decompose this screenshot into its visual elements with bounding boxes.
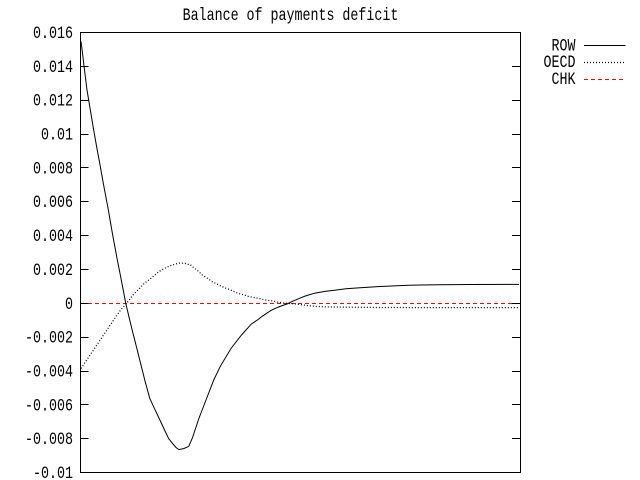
- svg-text:0.008: 0.008: [33, 159, 73, 179]
- svg-text:ROW: ROW: [552, 36, 576, 56]
- svg-text:0.01: 0.01: [41, 125, 73, 145]
- svg-text:0.006: 0.006: [33, 192, 73, 212]
- svg-text:0.002: 0.002: [33, 260, 73, 280]
- svg-text:0: 0: [65, 294, 73, 314]
- svg-text:-0.01: -0.01: [33, 463, 73, 480]
- svg-text:0.016: 0.016: [33, 23, 73, 43]
- svg-text:-0.008: -0.008: [25, 429, 73, 449]
- svg-text:Balance of payments deficit: Balance of payments deficit: [183, 5, 399, 25]
- svg-text:-0.002: -0.002: [25, 328, 73, 348]
- svg-text:-0.004: -0.004: [25, 362, 73, 382]
- svg-text:-0.006: -0.006: [25, 396, 73, 416]
- svg-text:0.012: 0.012: [33, 91, 73, 111]
- svg-text:0.014: 0.014: [33, 57, 73, 77]
- svg-text:CHK: CHK: [552, 69, 576, 89]
- svg-text:OECD: OECD: [544, 52, 576, 72]
- svg-text:0.004: 0.004: [33, 226, 73, 246]
